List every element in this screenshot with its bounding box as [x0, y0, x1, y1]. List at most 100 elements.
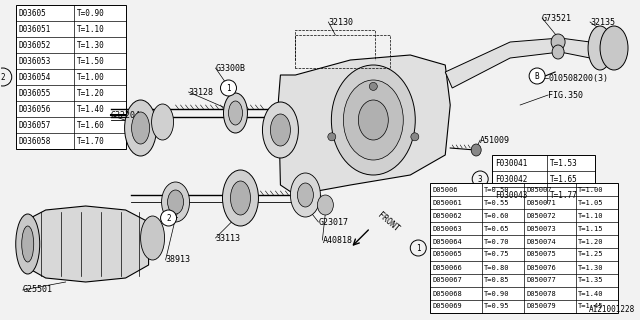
Text: T=0.80: T=0.80: [484, 265, 509, 270]
Text: A51009: A51009: [480, 135, 510, 145]
Text: T=1.00: T=1.00: [578, 187, 604, 193]
Text: D036056: D036056: [19, 105, 51, 114]
Text: D036057: D036057: [19, 121, 51, 130]
Text: A121001228: A121001228: [589, 305, 635, 314]
Text: T=1.35: T=1.35: [578, 277, 604, 284]
Text: 1: 1: [416, 244, 420, 252]
Circle shape: [529, 68, 545, 84]
Text: D036053: D036053: [19, 57, 51, 66]
Text: T=1.40: T=1.40: [77, 105, 104, 114]
Text: A40818: A40818: [323, 236, 353, 244]
Ellipse shape: [152, 104, 173, 140]
Text: T=1.20: T=1.20: [578, 238, 604, 244]
Text: D050068: D050068: [432, 291, 462, 297]
Text: F030041: F030041: [495, 158, 527, 167]
Text: D036051: D036051: [19, 25, 51, 34]
Ellipse shape: [343, 80, 403, 160]
Text: T=1.45: T=1.45: [578, 303, 604, 309]
Text: 33113: 33113: [216, 234, 241, 243]
Ellipse shape: [16, 214, 40, 274]
Text: T=1.65: T=1.65: [550, 174, 578, 183]
Ellipse shape: [262, 102, 298, 158]
Text: D050075: D050075: [526, 252, 556, 258]
Text: 38913: 38913: [166, 255, 191, 265]
Text: D050069: D050069: [432, 303, 462, 309]
Text: 32135: 32135: [590, 18, 615, 27]
Text: T=0.55: T=0.55: [484, 199, 509, 205]
Text: D050073: D050073: [526, 226, 556, 231]
Ellipse shape: [230, 181, 250, 215]
Text: 33128: 33128: [189, 87, 214, 97]
Ellipse shape: [551, 34, 565, 50]
Ellipse shape: [161, 182, 189, 222]
Text: G3300B: G3300B: [216, 63, 246, 73]
Text: G73521: G73521: [542, 13, 572, 22]
Text: 32130: 32130: [328, 18, 353, 27]
Text: G23017: G23017: [318, 218, 348, 227]
Polygon shape: [23, 206, 148, 282]
Text: B: B: [535, 71, 540, 81]
Text: T=0.85: T=0.85: [484, 277, 509, 284]
Text: D050064: D050064: [432, 238, 462, 244]
Text: T=1.10: T=1.10: [578, 212, 604, 219]
Text: 2: 2: [1, 73, 5, 82]
Circle shape: [221, 80, 237, 96]
Text: T=1.60: T=1.60: [77, 121, 104, 130]
Text: D05006: D05006: [432, 187, 458, 193]
Ellipse shape: [271, 114, 291, 146]
Ellipse shape: [358, 100, 388, 140]
Text: D050062: D050062: [432, 212, 462, 219]
Ellipse shape: [125, 100, 157, 156]
Ellipse shape: [411, 133, 419, 141]
Ellipse shape: [600, 26, 628, 70]
Text: D050076: D050076: [526, 265, 556, 270]
Ellipse shape: [168, 190, 184, 214]
Text: D036055: D036055: [19, 89, 51, 98]
Text: T=1.15: T=1.15: [578, 226, 604, 231]
Text: F030042: F030042: [495, 174, 527, 183]
Text: D050063: D050063: [432, 226, 462, 231]
Bar: [492, 155, 595, 203]
Text: T=1.77: T=1.77: [550, 190, 578, 199]
Text: D050077: D050077: [526, 277, 556, 284]
Polygon shape: [445, 38, 595, 88]
Ellipse shape: [536, 73, 544, 83]
Text: D036052: D036052: [19, 41, 51, 50]
Ellipse shape: [164, 212, 173, 224]
Text: T=1.70: T=1.70: [77, 137, 104, 146]
Text: D03605: D03605: [19, 9, 47, 18]
Ellipse shape: [223, 170, 259, 226]
Ellipse shape: [369, 83, 378, 91]
Polygon shape: [278, 55, 450, 195]
Text: T=1.20: T=1.20: [77, 89, 104, 98]
Ellipse shape: [132, 112, 150, 144]
Text: FRONT: FRONT: [375, 211, 400, 234]
Text: T=0.60: T=0.60: [484, 212, 509, 219]
Ellipse shape: [228, 101, 243, 125]
Text: T=1.40: T=1.40: [578, 291, 604, 297]
Ellipse shape: [588, 26, 612, 70]
Text: T=1.50: T=1.50: [77, 57, 104, 66]
Text: D050078: D050078: [526, 291, 556, 297]
Text: F030043: F030043: [495, 190, 527, 199]
Text: T=1.00: T=1.00: [77, 73, 104, 82]
Text: FIG.350: FIG.350: [548, 91, 583, 100]
Text: 2: 2: [173, 211, 178, 220]
Text: T=0.90: T=0.90: [484, 291, 509, 297]
Text: D050061: D050061: [432, 199, 462, 205]
Text: D050079: D050079: [526, 303, 556, 309]
Text: T=0.65: T=0.65: [484, 226, 509, 231]
Bar: [430, 183, 618, 313]
Ellipse shape: [317, 195, 333, 215]
Text: D050074: D050074: [526, 238, 556, 244]
Text: T=0.90: T=0.90: [77, 9, 104, 18]
Text: T=1.05: T=1.05: [578, 199, 604, 205]
Ellipse shape: [328, 133, 336, 141]
Text: T=1.10: T=1.10: [77, 25, 104, 34]
Text: D050066: D050066: [432, 265, 462, 270]
Ellipse shape: [141, 216, 164, 260]
Text: G32204: G32204: [111, 110, 141, 119]
Text: T=1.30: T=1.30: [578, 265, 604, 270]
Text: 010508200(3): 010508200(3): [548, 74, 608, 83]
Text: 1: 1: [226, 84, 231, 92]
